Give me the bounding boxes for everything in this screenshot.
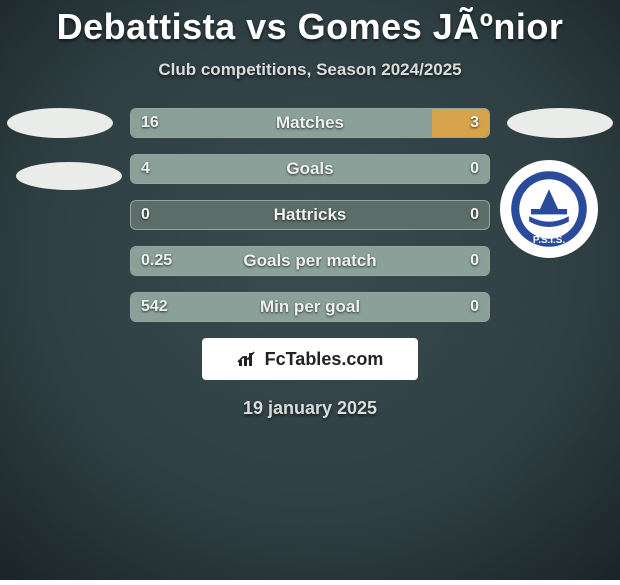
chart-icon bbox=[237, 350, 259, 368]
stat-bar-label: Hattricks bbox=[131, 201, 489, 229]
stat-bar: 00Hattricks bbox=[130, 200, 490, 230]
subtitle: Club competitions, Season 2024/2025 bbox=[0, 60, 620, 80]
stat-bar: 0.250Goals per match bbox=[130, 246, 490, 276]
page-title: Debattista vs Gomes JÃºnior bbox=[0, 0, 620, 48]
stat-bar-label: Goals bbox=[131, 155, 489, 183]
stats-area: P.S.I.S. 163Matches 40Goals 00Hattricks 0.2… bbox=[0, 108, 620, 322]
stat-bar-label: Goals per match bbox=[131, 247, 489, 275]
club-badge-text: P.S.I.S. bbox=[533, 235, 565, 246]
stat-bar-label: Min per goal bbox=[131, 293, 489, 321]
club-badge: P.S.I.S. bbox=[500, 160, 598, 258]
footer-date: 19 january 2025 bbox=[0, 398, 620, 419]
footer-logo: FcTables.com bbox=[202, 338, 418, 380]
stat-bar: 40Goals bbox=[130, 154, 490, 184]
stat-bar: 5420Min per goal bbox=[130, 292, 490, 322]
club-badge-svg: P.S.I.S. bbox=[504, 164, 594, 254]
stat-bar-label: Matches bbox=[131, 109, 489, 137]
player-left-avatar-1 bbox=[7, 108, 113, 138]
footer-logo-text: FcTables.com bbox=[265, 349, 384, 370]
player-right-avatar-1 bbox=[507, 108, 613, 138]
content-root: Debattista vs Gomes JÃºnior Club competi… bbox=[0, 0, 620, 580]
player-left-avatar-2 bbox=[16, 162, 122, 190]
stat-bar: 163Matches bbox=[130, 108, 490, 138]
